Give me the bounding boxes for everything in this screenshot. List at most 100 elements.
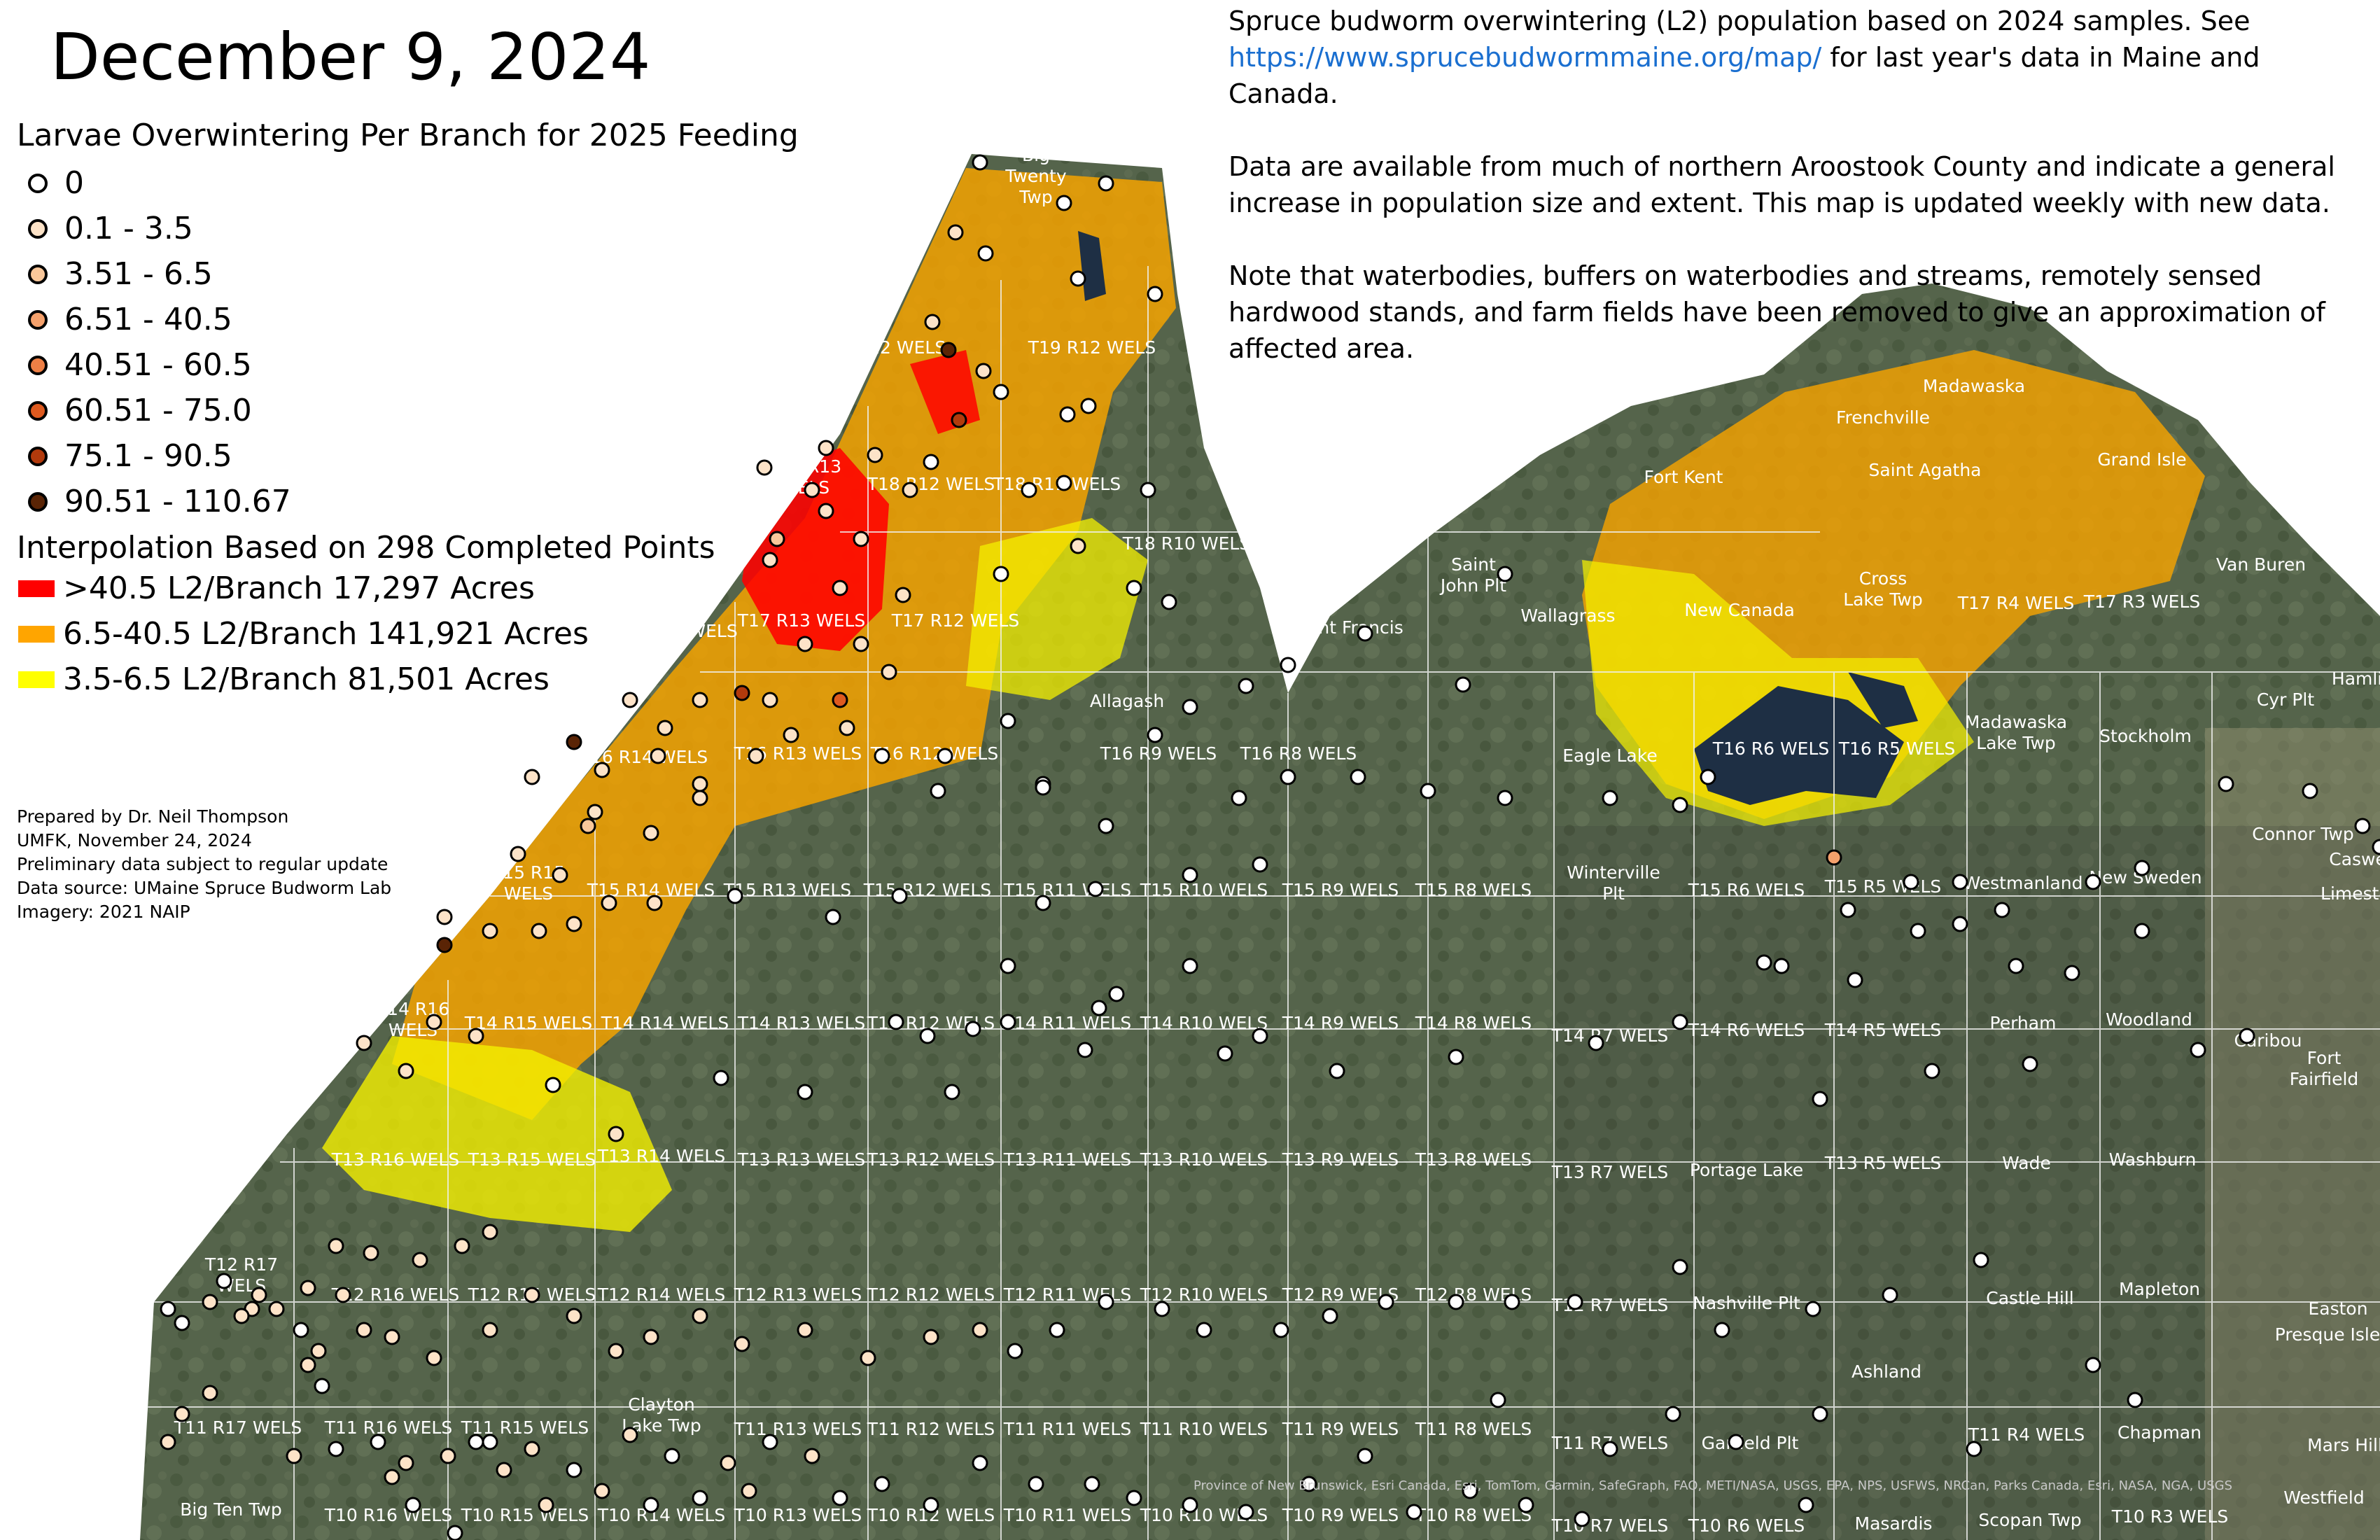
sample-point (587, 804, 603, 820)
sample-point (1714, 1322, 1730, 1338)
place-label: T11 R16 WELS (324, 1418, 452, 1438)
sample-point (524, 1287, 540, 1303)
sample-point (1000, 1014, 1016, 1030)
sample-point (1098, 175, 1114, 192)
place-label-line: Madawaska (1965, 712, 2067, 732)
sample-point (1087, 881, 1104, 897)
place-label-line: T15 R5 WELS (1824, 876, 1942, 897)
legend-zone-label: 6.5-40.5 L2/Branch 141,921 Acres (63, 616, 589, 652)
place-label: T10 R3 WELS (2111, 1506, 2229, 1527)
sample-point (825, 909, 841, 925)
sample-point (2218, 776, 2234, 792)
place-label-line: Easton (2308, 1298, 2367, 1319)
place-label: Easton (2308, 1298, 2367, 1319)
sample-point (174, 1406, 190, 1422)
place-label-line: Fort Kent (1644, 467, 1723, 487)
place-label-line: Presque Isle (2275, 1324, 2380, 1345)
sample-point (2127, 1392, 2143, 1408)
note-after-link: for last year's data in Maine and Canada… (1228, 42, 2260, 109)
place-label: Ashland (1851, 1362, 1921, 1382)
place-label: T10 R14 WELS (597, 1505, 725, 1525)
place-label-line: T15 R13 WELS (723, 880, 851, 900)
sample-point (720, 1455, 736, 1471)
place-label-line: T11 R15 WELS (461, 1418, 589, 1438)
sample-point (1154, 1301, 1170, 1317)
sample-point (2022, 1056, 2038, 1072)
credit-line: Preliminary data subject to regular upda… (17, 854, 388, 874)
sample-point (1147, 286, 1163, 302)
place-label-line: T10 R16 WELS (324, 1505, 452, 1525)
place-label-line: T14 R13 WELS (737, 1013, 865, 1033)
place-label-line: T16 R5 WELS (1838, 738, 1956, 759)
place-label-line: T11 R10 WELS (1140, 1419, 1268, 1439)
place-label-line: Chapman (2118, 1422, 2202, 1443)
place-label: Mars Hill (2307, 1435, 2380, 1455)
place-label-line: Fairfield (2290, 1069, 2359, 1089)
map-link[interactable]: https://www.sprucebudwormmaine.org/map/ (1228, 42, 1822, 73)
place-label: T19 R12 WELS (1028, 337, 1156, 358)
sample-point (692, 692, 708, 708)
sample-point (1000, 713, 1016, 729)
place-label-line: T14 R5 WELS (1824, 1020, 1942, 1040)
place-label-line: T18 R10 WELS (1122, 533, 1250, 554)
place-label-line: T15 R12 WELS (863, 880, 991, 900)
place-label: Nashville Plt (1693, 1293, 1800, 1313)
legend-class-label: 75.1 - 90.5 (64, 438, 232, 474)
place-label-line: T13 R5 WELS (1824, 1153, 1942, 1173)
place-label: T18 R10 WELS (1122, 533, 1250, 554)
sample-point (1812, 1091, 1828, 1107)
sample-point (2302, 783, 2318, 799)
sample-point (643, 825, 659, 841)
place-label-line: T12 R13 WELS (734, 1284, 862, 1305)
sample-point (1574, 1511, 1590, 1527)
place-label-line: T13 R14 WELS (597, 1146, 725, 1166)
sample-point (566, 916, 582, 932)
place-label-line: Washburn (2109, 1149, 2197, 1170)
place-label-line: Van Buren (2216, 554, 2306, 575)
sample-point (1182, 958, 1198, 974)
sample-point (1490, 1392, 1506, 1408)
place-label-line: Big (1022, 145, 1050, 165)
sample-point (874, 1476, 890, 1492)
sample-point (1028, 1476, 1044, 1492)
sample-point (1238, 1504, 1254, 1520)
sample-point (1238, 678, 1254, 694)
place-label-line: T11 R12 WELS (867, 1419, 995, 1439)
place-label: T15 R12 WELS (863, 880, 991, 900)
sample-point (1357, 1448, 1373, 1464)
sample-point (1350, 769, 1366, 785)
place-label: T16 R8 WELS (1240, 743, 1357, 764)
legend-class-label: 3.51 - 6.5 (64, 256, 213, 292)
place-label: T11 R10 WELS (1140, 1419, 1268, 1439)
sample-point (818, 440, 834, 456)
zone-yellow-north (966, 518, 1148, 700)
place-label-line: T13 R9 WELS (1282, 1149, 1399, 1170)
place-label: Clayton Lake Twp (622, 1394, 701, 1436)
sample-point (1301, 1476, 1317, 1492)
place-label: Garfield Plt (1702, 1433, 1799, 1453)
legend-dot-icon (28, 218, 48, 239)
place-label-line: T13 R8 WELS (1415, 1149, 1532, 1170)
place-label-line: T11 R13 WELS (734, 1419, 862, 1439)
place-label-line: T15 R6 WELS (1688, 880, 1805, 900)
farmland-east (2205, 728, 2380, 1540)
sample-point (1665, 1406, 1681, 1422)
place-label: T17 R12 WELS (891, 610, 1019, 631)
place-label-line: T14 R14 WELS (601, 1013, 729, 1033)
sample-point (268, 1301, 285, 1317)
place-label-line: Clayton (628, 1394, 694, 1415)
sample-point (692, 790, 708, 806)
sample-point (937, 748, 953, 764)
sample-point (1056, 475, 1072, 491)
place-label: T14 R8 WELS (1415, 1013, 1532, 1033)
place-label: Chapman (2118, 1422, 2202, 1443)
place-label-line: T11 R4 WELS (1968, 1424, 2085, 1445)
sample-point (1448, 1294, 1464, 1310)
sample-point (643, 1329, 659, 1345)
sample-point (594, 762, 610, 778)
legend-class-row: 3.51 - 6.5 (17, 251, 799, 297)
sample-point (1994, 902, 2010, 918)
sample-point (832, 1490, 848, 1506)
sample-point (923, 1497, 939, 1513)
place-label: T13 R9 WELS (1282, 1149, 1399, 1170)
